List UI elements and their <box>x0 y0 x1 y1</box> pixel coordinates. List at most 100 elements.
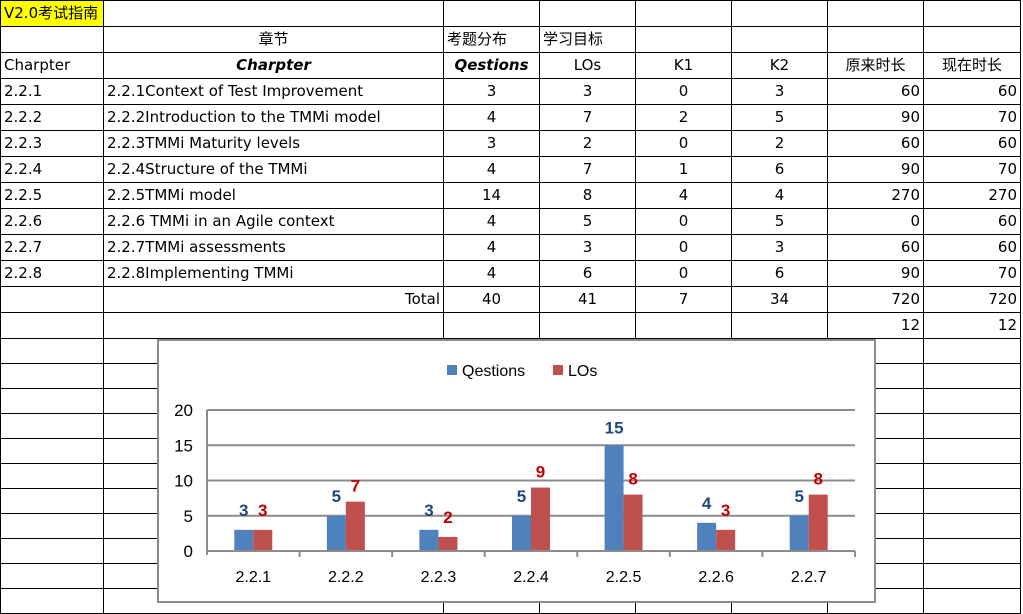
cell[interactable]: 2.2.2 <box>0 104 104 131</box>
cell[interactable]: 6 <box>731 260 828 287</box>
cell[interactable]: 34 <box>731 286 828 313</box>
cell[interactable]: 2.2.4Structure of the TMMi <box>103 156 444 183</box>
cell[interactable] <box>0 286 104 313</box>
cell[interactable]: 0 <box>635 78 732 105</box>
cell[interactable]: 2.2.5TMMi model <box>103 182 444 209</box>
cell[interactable]: 2.2.8Implementing TMMi <box>103 260 444 287</box>
cell[interactable]: 0 <box>635 208 732 235</box>
cell[interactable]: Qestions <box>443 52 540 79</box>
cell[interactable]: 2 <box>635 104 732 131</box>
cell[interactable]: 2.2.4 <box>0 156 104 183</box>
cell[interactable] <box>923 363 1021 389</box>
cell[interactable] <box>923 513 1021 539</box>
cell[interactable]: LOs <box>539 52 636 79</box>
cell[interactable]: 14 <box>443 182 540 209</box>
cell[interactable] <box>635 312 732 339</box>
cell[interactable] <box>923 438 1021 464</box>
cell[interactable] <box>923 463 1021 489</box>
cell[interactable]: 5 <box>731 104 828 131</box>
cell[interactable]: 2.2.1Context of Test Improvement <box>103 78 444 105</box>
cell[interactable]: 2.2.7TMMi assessments <box>103 234 444 261</box>
cell[interactable]: 2.2.1 <box>0 78 104 105</box>
cell[interactable]: 7 <box>539 104 636 131</box>
cell[interactable]: 41 <box>539 286 636 313</box>
cell[interactable]: 2.2.3TMMi Maturity levels <box>103 130 444 157</box>
cell[interactable]: 2.2.7 <box>0 234 104 261</box>
cell[interactable]: 2.2.3 <box>0 130 104 157</box>
cell[interactable]: 学习目标 <box>539 26 636 53</box>
cell[interactable]: 4 <box>635 182 732 209</box>
cell[interactable] <box>0 338 104 364</box>
cell[interactable]: 90 <box>827 104 924 131</box>
cell[interactable]: 60 <box>827 234 924 261</box>
sheet-title[interactable]: V2.0考试指南 <box>0 0 104 27</box>
cell[interactable]: 8 <box>539 182 636 209</box>
cell[interactable]: 720 <box>923 286 1021 313</box>
cell[interactable]: 60 <box>827 78 924 105</box>
cell[interactable]: 60 <box>923 234 1021 261</box>
cell[interactable] <box>0 563 104 589</box>
cell[interactable]: K1 <box>635 52 732 79</box>
cell[interactable]: 0 <box>827 208 924 235</box>
cell[interactable]: 12 <box>827 312 924 339</box>
cell[interactable]: 70 <box>923 260 1021 287</box>
cell[interactable] <box>0 488 104 514</box>
cell[interactable]: 3 <box>443 130 540 157</box>
cell[interactable]: 2.2.6 TMMi in an Agile context <box>103 208 444 235</box>
bar-chart[interactable]: 0 5 10 15 20 3 3 2.2.1 5 7 2.2.2 3 2 2.2.3 5 9 2.2.4 15 8 2… <box>157 339 876 603</box>
cell[interactable] <box>103 0 444 27</box>
cell[interactable]: 0 <box>635 260 732 287</box>
cell[interactable]: 70 <box>923 156 1021 183</box>
cell[interactable]: 3 <box>443 78 540 105</box>
cell[interactable] <box>539 312 636 339</box>
cell[interactable]: 90 <box>827 260 924 287</box>
cell[interactable]: 4 <box>443 104 540 131</box>
cell[interactable] <box>0 538 104 564</box>
cell[interactable]: 4 <box>443 156 540 183</box>
cell[interactable] <box>923 588 1021 614</box>
cell[interactable] <box>103 312 444 339</box>
cell[interactable]: 章节 <box>103 26 444 53</box>
cell[interactable] <box>827 0 924 27</box>
cell[interactable] <box>923 26 1021 53</box>
cell[interactable]: 7 <box>539 156 636 183</box>
cell[interactable] <box>0 388 104 414</box>
cell[interactable] <box>443 312 540 339</box>
cell[interactable]: 60 <box>827 130 924 157</box>
cell[interactable]: 70 <box>923 104 1021 131</box>
cell[interactable] <box>0 513 104 539</box>
cell[interactable]: K2 <box>731 52 828 79</box>
cell[interactable]: 12 <box>923 312 1021 339</box>
cell[interactable] <box>731 26 828 53</box>
cell[interactable] <box>923 538 1021 564</box>
cell[interactable] <box>923 0 1021 27</box>
cell[interactable]: 2.2.8 <box>0 260 104 287</box>
cell[interactable] <box>0 413 104 439</box>
cell[interactable]: 考题分布 <box>443 26 540 53</box>
cell[interactable]: 2.2.6 <box>0 208 104 235</box>
cell[interactable]: 4 <box>443 208 540 235</box>
cell[interactable]: 90 <box>827 156 924 183</box>
cell[interactable] <box>731 312 828 339</box>
cell[interactable]: 7 <box>635 286 732 313</box>
cell[interactable]: 5 <box>731 208 828 235</box>
cell[interactable] <box>443 0 540 27</box>
cell[interactable] <box>0 463 104 489</box>
cell[interactable]: Charpter <box>103 52 444 79</box>
cell[interactable] <box>0 588 104 614</box>
cell[interactable]: 1 <box>635 156 732 183</box>
cell[interactable]: 2 <box>539 130 636 157</box>
cell[interactable]: 60 <box>923 208 1021 235</box>
cell[interactable] <box>923 338 1021 364</box>
cell[interactable]: 2 <box>731 130 828 157</box>
cell[interactable] <box>539 0 636 27</box>
cell[interactable] <box>0 363 104 389</box>
cell[interactable]: 0 <box>635 130 732 157</box>
cell[interactable]: Charpter <box>0 52 104 79</box>
cell[interactable] <box>0 312 104 339</box>
cell[interactable] <box>731 0 828 27</box>
cell[interactable] <box>827 26 924 53</box>
cell[interactable] <box>635 26 732 53</box>
cell[interactable] <box>635 0 732 27</box>
cell[interactable]: 3 <box>731 78 828 105</box>
